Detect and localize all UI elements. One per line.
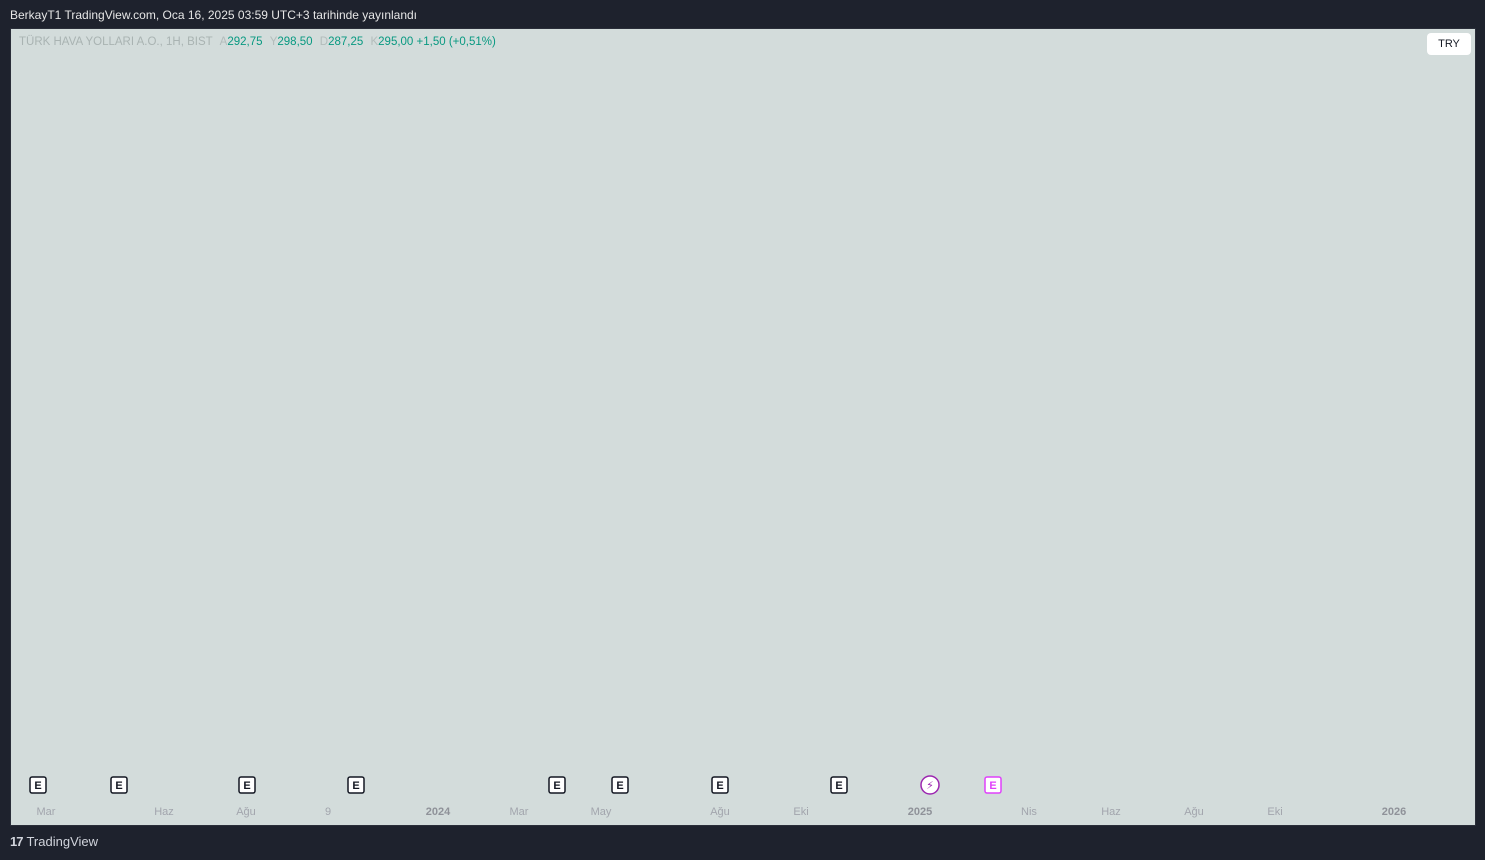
earnings-marker-letter: E (989, 780, 996, 792)
earnings-marker-icon[interactable]: E (548, 776, 566, 794)
currency-button[interactable]: TRY (1427, 33, 1471, 55)
earnings-marker-letter: E (716, 780, 723, 792)
x-axis-tick-label: Eki (793, 806, 808, 818)
earnings-marker-icon[interactable]: E (110, 776, 128, 794)
earnings-marker-icon[interactable]: E (611, 776, 629, 794)
x-axis-tick-label: Ağu (710, 806, 730, 818)
earnings-marker-letter: E (352, 780, 359, 792)
earnings-marker-icon[interactable]: E (347, 776, 365, 794)
dividend-marker-icon[interactable]: ⚡ (920, 775, 940, 795)
earnings-marker-box (611, 776, 629, 794)
open-label: A (219, 36, 228, 48)
brand-name: TradingView (26, 834, 99, 849)
low-label: D (319, 36, 329, 48)
earnings-marker-box (984, 776, 1002, 794)
open-value: 292,75 (227, 36, 263, 48)
earnings-marker-letter: E (616, 780, 623, 792)
earnings-marker-letter: E (553, 780, 560, 792)
earnings-marker-letter: E (243, 780, 250, 792)
earnings-marker-box (548, 776, 566, 794)
earnings-marker-box (711, 776, 729, 794)
x-axis-tick-label: 2026 (1382, 806, 1406, 818)
earnings-marker-letter: E (835, 780, 842, 792)
earnings-marker-icon[interactable]: E (984, 776, 1002, 794)
x-axis-tick-label: Eki (1267, 806, 1282, 818)
high-value: 298,50 (277, 36, 313, 48)
x-axis-tick-label: 2025 (908, 806, 932, 818)
x-axis-tick-label: 9 (325, 806, 331, 818)
tradingview-logo-icon: 17 (10, 834, 24, 849)
change-value: +1,50 (+0,51%) (416, 36, 496, 48)
earnings-marker-icon[interactable]: E (29, 776, 47, 794)
dividend-marker-circle (920, 775, 940, 795)
earnings-marker-box (29, 776, 47, 794)
earnings-marker-icon[interactable]: E (830, 776, 848, 794)
low-value: 287,25 (328, 36, 364, 48)
x-axis-tick-label: Haz (1101, 806, 1121, 818)
x-axis-tick-label: Ağu (236, 806, 256, 818)
close-value: 295,00 (378, 36, 414, 48)
earnings-marker-box (238, 776, 256, 794)
x-axis-tick-label: Nis (1021, 806, 1037, 818)
publish-line: BerkayT1 TradingView.com, Oca 16, 2025 0… (10, 8, 418, 22)
earnings-marker-box (830, 776, 848, 794)
earnings-marker-icon[interactable]: E (711, 776, 729, 794)
earnings-marker-box (347, 776, 365, 794)
candlestick-chart[interactable]: 271,20258,25340,00330,00320,00310,00300,… (11, 29, 1475, 825)
x-axis-tick-label: Mar (37, 806, 56, 818)
close-label: K (370, 36, 379, 48)
high-label: Y (269, 36, 278, 48)
publish-bar: BerkayT1 TradingView.com, Oca 16, 2025 0… (0, 0, 1485, 28)
dividend-marker-glyph: ⚡ (926, 779, 934, 792)
x-axis-tick-label: May (591, 806, 612, 818)
x-axis-tick-label: Ağu (1184, 806, 1204, 818)
earnings-marker-letter: E (115, 780, 122, 792)
symbol-title[interactable]: TÜRK HAVA YOLLARI A.O., 1H, BIST (19, 36, 213, 48)
ohlc-legend: TÜRK HAVA YOLLARI A.O., 1H, BIST A292,75… (19, 36, 496, 48)
chart-frame[interactable]: 271,20258,25340,00330,00320,00310,00300,… (10, 28, 1476, 826)
x-axis-tick-label: 2024 (426, 806, 451, 818)
earnings-marker-icon[interactable]: E (238, 776, 256, 794)
x-axis-tick-label: Mar (510, 806, 529, 818)
earnings-marker-box (110, 776, 128, 794)
footer-brand[interactable]: 17 TradingView (10, 834, 98, 849)
earnings-marker-letter: E (34, 780, 41, 792)
x-axis-tick-label: Haz (154, 806, 174, 818)
